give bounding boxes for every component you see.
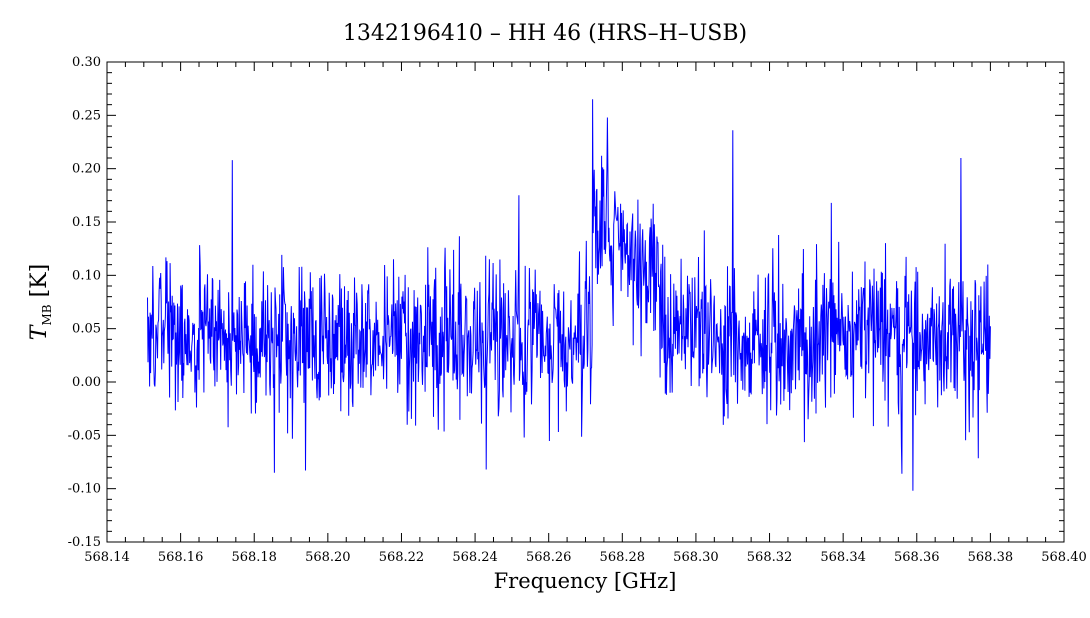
x-tick-label: 568.28 (600, 550, 646, 565)
spectrum-series-line (147, 99, 991, 491)
y-tick-label: 0.20 (72, 162, 101, 177)
x-tick-label: 568.24 (452, 550, 498, 565)
y-axis-label: TMB [K] (27, 264, 54, 340)
y-tick-label: 0.15 (72, 215, 101, 230)
chart-title: 1342196410 – HH 46 (HRS–H–USB) (343, 21, 747, 46)
x-axis-label: Frequency [GHz] (494, 569, 677, 593)
y-tick-label: -0.10 (68, 482, 101, 497)
y-axis-label-subscript: MB (40, 304, 54, 325)
x-tick-label: 568.26 (526, 550, 572, 565)
y-tick-label: 0.00 (72, 375, 101, 390)
x-tick-label: 568.16 (158, 550, 204, 565)
x-tick-label: 568.22 (379, 550, 425, 565)
y-tick-label: -0.15 (68, 535, 101, 550)
y-axis-ticks: -0.15 -0.10 -0.05 0.00 0.05 0.10 0.15 0.20 0.25 0… (68, 55, 1064, 550)
x-tick-label: 568.36 (894, 550, 940, 565)
x-tick-label: 568.34 (820, 550, 866, 565)
x-tick-label: 568.40 (1041, 550, 1087, 565)
svg-text:TMB [K]: TMB [K] (27, 264, 54, 340)
x-tick-label: 568.38 (968, 550, 1014, 565)
x-tick-label: 568.30 (673, 550, 719, 565)
y-tick-label: 0.30 (72, 55, 101, 70)
x-tick-label: 568.18 (231, 550, 277, 565)
y-tick-label: 0.10 (72, 268, 101, 283)
x-tick-label: 568.14 (84, 550, 130, 565)
y-axis-label-unit: [K] (27, 264, 52, 305)
x-axis-ticks: 568.14 568.16 568.18 568.20 568.22 568.24 568.… (84, 62, 1087, 565)
y-axis-label-symbol: T (27, 323, 52, 340)
y-tick-label: 0.25 (72, 108, 101, 123)
y-tick-label: -0.05 (68, 428, 101, 443)
plot-area (147, 99, 991, 491)
x-tick-label: 568.32 (747, 550, 793, 565)
y-tick-label: 0.05 (72, 322, 101, 337)
x-tick-label: 568.20 (305, 550, 351, 565)
